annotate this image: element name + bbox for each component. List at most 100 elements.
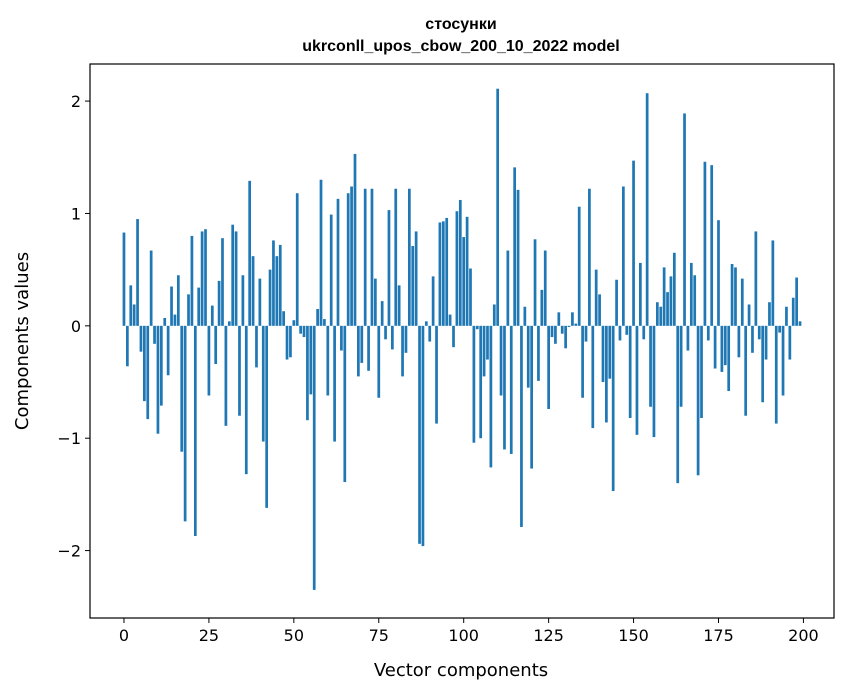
bar-49 — [289, 325, 292, 358]
bar-168 — [693, 275, 697, 326]
bar-143 — [608, 325, 612, 379]
bar-26 — [210, 305, 214, 326]
bar-123 — [540, 289, 544, 326]
bar-118 — [523, 306, 527, 326]
bar-25 — [207, 325, 211, 396]
bar-10 — [156, 325, 160, 434]
bar-85 — [411, 246, 415, 326]
bar-62 — [333, 325, 336, 442]
bar-6 — [143, 325, 146, 402]
bar-138 — [591, 325, 595, 429]
bar-90 — [428, 325, 432, 342]
bar-22 — [197, 287, 201, 326]
bar-105 — [479, 325, 483, 439]
plot-frame — [89, 63, 835, 619]
bar-30 — [224, 325, 228, 426]
bar-72 — [367, 325, 370, 371]
bar-2 — [129, 285, 133, 326]
bar-9 — [153, 325, 156, 344]
bar-73 — [370, 188, 374, 326]
bar-79 — [391, 325, 394, 350]
bar-169 — [696, 325, 700, 476]
bar-174 — [713, 325, 717, 369]
bar-60 — [326, 325, 330, 396]
bar-125 — [547, 325, 550, 409]
y-tick-label: 0 — [71, 317, 81, 336]
bar-20 — [190, 235, 194, 326]
bar-157 — [655, 302, 659, 326]
bar-119 — [526, 325, 530, 388]
bar-91 — [431, 276, 435, 326]
y-tick-label: 1 — [71, 204, 81, 223]
bar-107 — [486, 325, 489, 360]
bar-51 — [295, 193, 299, 326]
bar-31 — [227, 321, 231, 326]
bar-134 — [577, 206, 581, 326]
bar-21 — [193, 325, 197, 536]
bar-98 — [455, 211, 459, 326]
bar-193 — [778, 325, 781, 333]
bar-37 — [248, 180, 252, 326]
bar-115 — [513, 167, 517, 326]
bar-56 — [312, 325, 316, 590]
bar-34 — [238, 325, 241, 416]
bar-101 — [465, 216, 469, 326]
bar-199 — [798, 321, 802, 326]
bar-133 — [574, 323, 578, 326]
bar-0 — [122, 232, 126, 326]
chart-title-line2: ukrconll_upos_cbow_200_10_2022 model — [302, 38, 619, 55]
bar-29 — [221, 238, 224, 326]
bar-84 — [407, 188, 411, 326]
bar-53 — [302, 325, 306, 338]
bar-163 — [676, 325, 680, 484]
bars-group — [122, 88, 802, 590]
bar-36 — [244, 325, 248, 475]
bar-189 — [764, 325, 768, 360]
bar-75 — [377, 325, 381, 398]
bar-4 — [136, 219, 139, 326]
x-tick-label: 125 — [533, 626, 564, 645]
bar-80 — [394, 188, 398, 326]
bar-44 — [272, 240, 275, 326]
bar-183 — [744, 325, 748, 416]
bar-149 — [628, 325, 632, 418]
bar-160 — [666, 292, 669, 326]
bar-144 — [611, 325, 615, 492]
bar-148 — [625, 325, 629, 335]
bar-68 — [353, 153, 357, 326]
bar-139 — [594, 269, 598, 326]
bar-102 — [469, 268, 472, 326]
bar-150 — [632, 160, 635, 326]
bar-76 — [380, 301, 384, 326]
bar-59 — [323, 319, 326, 326]
bar-71 — [363, 188, 367, 326]
bar-74 — [374, 278, 377, 326]
bar-81 — [397, 285, 401, 326]
bar-197 — [791, 297, 795, 326]
bar-173 — [710, 165, 714, 326]
x-tick-label: 175 — [703, 626, 734, 645]
bar-96 — [448, 314, 452, 326]
bar-112 — [503, 325, 506, 450]
bar-177 — [723, 325, 727, 366]
bar-113 — [506, 250, 510, 326]
bar-35 — [241, 275, 245, 326]
bar-165 — [683, 113, 686, 326]
bar-154 — [645, 93, 649, 326]
bar-32 — [231, 224, 235, 326]
bar-188 — [761, 325, 765, 403]
bar-151 — [635, 325, 639, 435]
bar-11 — [159, 325, 163, 406]
bar-137 — [588, 188, 591, 326]
bar-28 — [217, 280, 221, 326]
bar-124 — [543, 250, 547, 326]
bar-16 — [176, 275, 180, 326]
bar-127 — [554, 325, 557, 344]
y-axis-ticks: −2 −1 0 1 2 — [57, 92, 90, 561]
bar-187 — [757, 325, 761, 340]
bar-38 — [251, 256, 255, 326]
bar-159 — [662, 267, 666, 326]
bar-104 — [475, 325, 479, 330]
bar-17 — [180, 325, 184, 452]
bar-106 — [482, 325, 486, 377]
